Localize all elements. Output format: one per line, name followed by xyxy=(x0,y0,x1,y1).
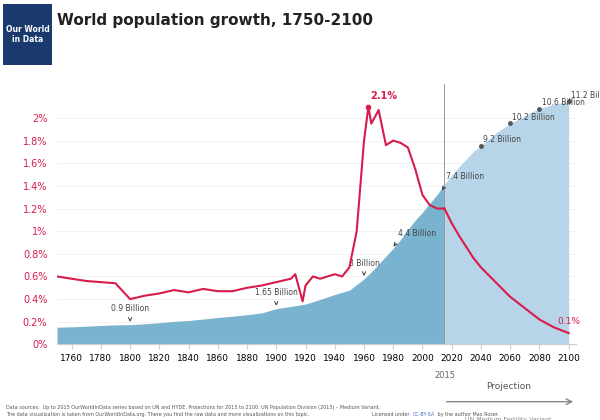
Text: Our World
in Data: Our World in Data xyxy=(6,25,49,45)
Text: 9.2 Billion: 9.2 Billion xyxy=(483,136,521,144)
Text: 0.1%: 0.1% xyxy=(557,317,580,326)
Text: 0.9 Billion: 0.9 Billion xyxy=(111,304,149,313)
Text: World population growth, 1750-2100: World population growth, 1750-2100 xyxy=(57,13,373,28)
Text: 7.4 Billion: 7.4 Billion xyxy=(446,172,484,181)
Text: 4.4 Billion: 4.4 Billion xyxy=(398,228,436,238)
Text: 1.65 Billion: 1.65 Billion xyxy=(255,288,298,297)
Text: CC-BY-SA: CC-BY-SA xyxy=(413,412,435,417)
Text: The data visualization is taken from OurWorldInData.org. There you find the raw : The data visualization is taken from Our… xyxy=(6,412,309,417)
Text: Licensed under: Licensed under xyxy=(372,412,411,417)
Text: 2015: 2015 xyxy=(434,371,455,380)
Text: 3 Billion: 3 Billion xyxy=(349,259,379,268)
Text: by the author Max Roser.: by the author Max Roser. xyxy=(436,412,499,417)
Text: Projection: Projection xyxy=(486,382,531,391)
Text: UN Medium Fertility Variant: UN Medium Fertility Variant xyxy=(465,417,552,420)
Text: 2.1%: 2.1% xyxy=(370,91,397,101)
Text: 10.6 Billion: 10.6 Billion xyxy=(542,98,584,108)
Text: Data sources:  Up to 2015 OurWorldInData series based on UN and HYDE. Projection: Data sources: Up to 2015 OurWorldInData … xyxy=(6,405,380,410)
Text: 10.2 Billion: 10.2 Billion xyxy=(512,113,555,122)
Text: 11.2 Billion: 11.2 Billion xyxy=(571,91,600,100)
